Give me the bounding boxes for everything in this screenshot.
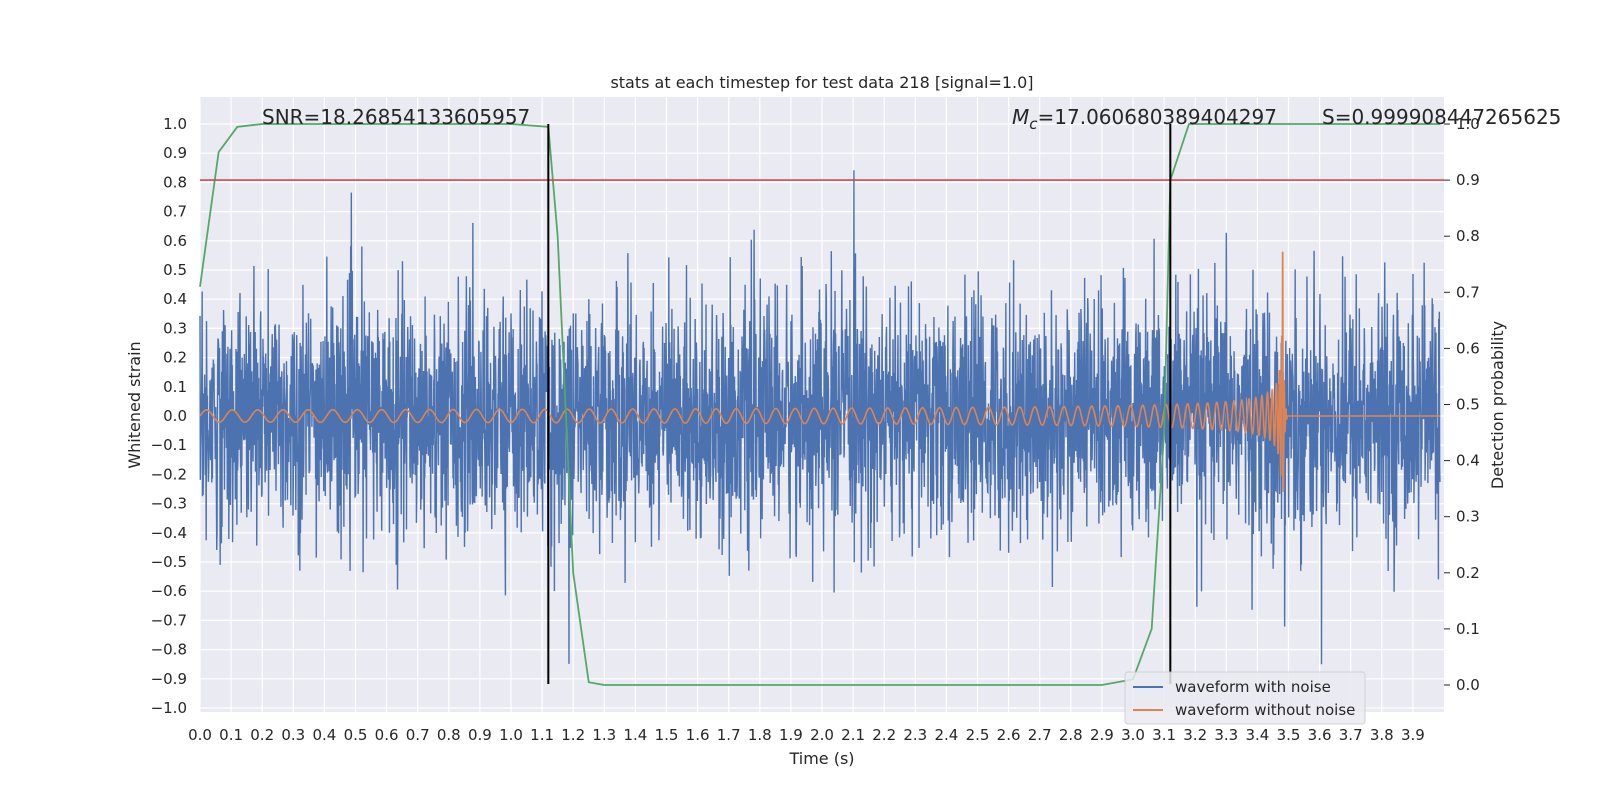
y-tick-label-left: 0.7	[163, 203, 187, 221]
x-tick-label: 1.1	[530, 726, 554, 744]
x-tick-label: 0.4	[312, 726, 336, 744]
x-tick-label: 1.8	[748, 726, 772, 744]
y-tick-label-left: 0.4	[163, 290, 187, 308]
y-tick-label-left: 0.8	[163, 173, 187, 191]
vertical-markers	[547, 124, 1172, 684]
y-tick-label-right: 0.7	[1456, 283, 1480, 301]
x-tick-label: 1.7	[717, 726, 741, 744]
x-tick-label: 3.4	[1245, 726, 1269, 744]
y-tick-label-right: 0.5	[1456, 396, 1480, 414]
legend-label-waveform-without-noise: waveform without noise	[1175, 701, 1355, 719]
x-tick-label: 2.8	[1059, 726, 1083, 744]
x-tick-label: 0.6	[375, 726, 399, 744]
x-tick-labels: 0.0 0.1 0.2 0.3 0.4 0.5 0.6 0.7 0.8 0.9 1.0 1.1 1.2 1…	[188, 726, 1425, 744]
series-detection-probability	[199, 123, 1440, 686]
y-tick-label-right: 1.0	[1456, 115, 1480, 133]
annotation-score: S=0.999908447265625	[1322, 105, 1561, 129]
x-tick-label: 3.5	[1277, 726, 1301, 744]
x-axis-label: Time (s)	[788, 749, 854, 768]
y-axis-label-left: Whitened strain	[125, 341, 144, 468]
y-tick-label-left: −0.6	[151, 582, 187, 600]
y-tick-label-left: −0.8	[151, 641, 187, 659]
annotation-chirp-mass: Mc=17.060680389404297	[1012, 105, 1277, 133]
y-tick-label-right: 0.8	[1456, 227, 1480, 245]
y-tick-label-left: 0.9	[163, 144, 187, 162]
y-tick-label-left: −1.0	[151, 699, 187, 717]
y-tick-label-left: 0.0	[163, 407, 187, 425]
x-tick-label: 2.3	[903, 726, 927, 744]
y-tick-label-left: 0.1	[163, 378, 187, 396]
x-tick-label: 0.2	[250, 726, 274, 744]
x-tick-label: 1.0	[499, 726, 523, 744]
y-tick-label-left: −0.4	[151, 524, 187, 542]
x-tick-label: 2.5	[966, 726, 990, 744]
x-tick-label: 3.2	[1183, 726, 1207, 744]
x-tick-label: 1.4	[623, 726, 647, 744]
x-tick-label: 1.2	[561, 726, 585, 744]
y-tick-label-right: 0.4	[1456, 452, 1480, 470]
y-tick-labels-left: 1.0 0.9 0.8 0.7 0.6 0.5 0.4 0.3 0.2 0.1 0.0 −0.1 −0.…	[151, 115, 187, 717]
annotation-mc-value: =17.060680389404297	[1038, 105, 1277, 129]
x-tick-label: 3.7	[1339, 726, 1363, 744]
series-waveform-with-noise	[199, 170, 1441, 665]
legend: waveform with noise waveform without noi…	[1124, 671, 1366, 725]
x-tick-label: 1.6	[686, 726, 710, 744]
x-tick-label: 2.2	[872, 726, 896, 744]
y-tick-label-right: 0.1	[1456, 620, 1480, 638]
x-tick-label: 2.6	[997, 726, 1021, 744]
y-tick-label-right: 0.9	[1456, 171, 1480, 189]
x-tick-label: 0.3	[281, 726, 305, 744]
y-tick-label-right: 0.6	[1456, 339, 1480, 357]
y-tick-label-left: 0.5	[163, 261, 187, 279]
x-tick-label: 0.0	[188, 726, 212, 744]
annotation-mc-subscript: c	[1029, 115, 1038, 133]
x-tick-label: 3.0	[1121, 726, 1145, 744]
annotation-mc-symbol: M	[1012, 105, 1029, 129]
x-tick-label: 1.5	[655, 726, 679, 744]
x-tick-label: 1.9	[779, 726, 803, 744]
y-tick-label-left: 0.6	[163, 232, 187, 250]
y-tick-label-right: 0.3	[1456, 508, 1480, 526]
x-tick-label: 3.6	[1308, 726, 1332, 744]
x-tick-label: 0.1	[219, 726, 243, 744]
series-layer	[199, 123, 1444, 686]
legend-label-waveform-with-noise: waveform with noise	[1175, 678, 1331, 696]
x-tick-label: 3.3	[1214, 726, 1238, 744]
x-tick-label: 0.8	[437, 726, 461, 744]
y-tick-label-left: 1.0	[163, 115, 187, 133]
y-axis-label-right: Detection probability	[1488, 321, 1507, 489]
x-tick-label: 3.8	[1370, 726, 1394, 744]
x-tick-label: 0.9	[468, 726, 492, 744]
y-tick-label-left: −0.3	[151, 495, 187, 513]
x-tick-label: 0.5	[344, 726, 368, 744]
y-tick-label-left: −0.2	[151, 465, 187, 483]
y-tick-label-right: 0.0	[1456, 676, 1480, 694]
x-tick-label: 3.1	[1152, 726, 1176, 744]
y-tick-labels-right: 1.0 0.9 0.8 0.7 0.6 0.5 0.4 0.3 0.2 0.1 0.0	[1444, 115, 1480, 694]
y-tick-label-left: −0.7	[151, 611, 187, 629]
x-tick-label: 1.3	[592, 726, 616, 744]
y-tick-label-left: 0.3	[163, 319, 187, 337]
x-tick-label: 0.7	[406, 726, 430, 744]
legend-box	[1124, 671, 1366, 725]
y-tick-label-right: 0.2	[1456, 564, 1480, 582]
x-tick-label: 2.1	[841, 726, 865, 744]
x-tick-label: 2.9	[1090, 726, 1114, 744]
annotation-snr: SNR=18.26854133605957	[262, 105, 530, 129]
x-tick-label: 2.7	[1028, 726, 1052, 744]
y-tick-label-left: 0.2	[163, 349, 187, 367]
x-tick-label: 2.0	[810, 726, 834, 744]
series-waveform-without-noise	[199, 251, 1441, 493]
x-tick-label: 3.9	[1401, 726, 1425, 744]
y-tick-label-left: −0.9	[151, 670, 187, 688]
chart-title: stats at each timestep for test data 218…	[610, 73, 1033, 92]
y-tick-label-left: −0.1	[151, 436, 187, 454]
y-tick-label-left: −0.5	[151, 553, 187, 571]
x-tick-label: 2.4	[934, 726, 958, 744]
